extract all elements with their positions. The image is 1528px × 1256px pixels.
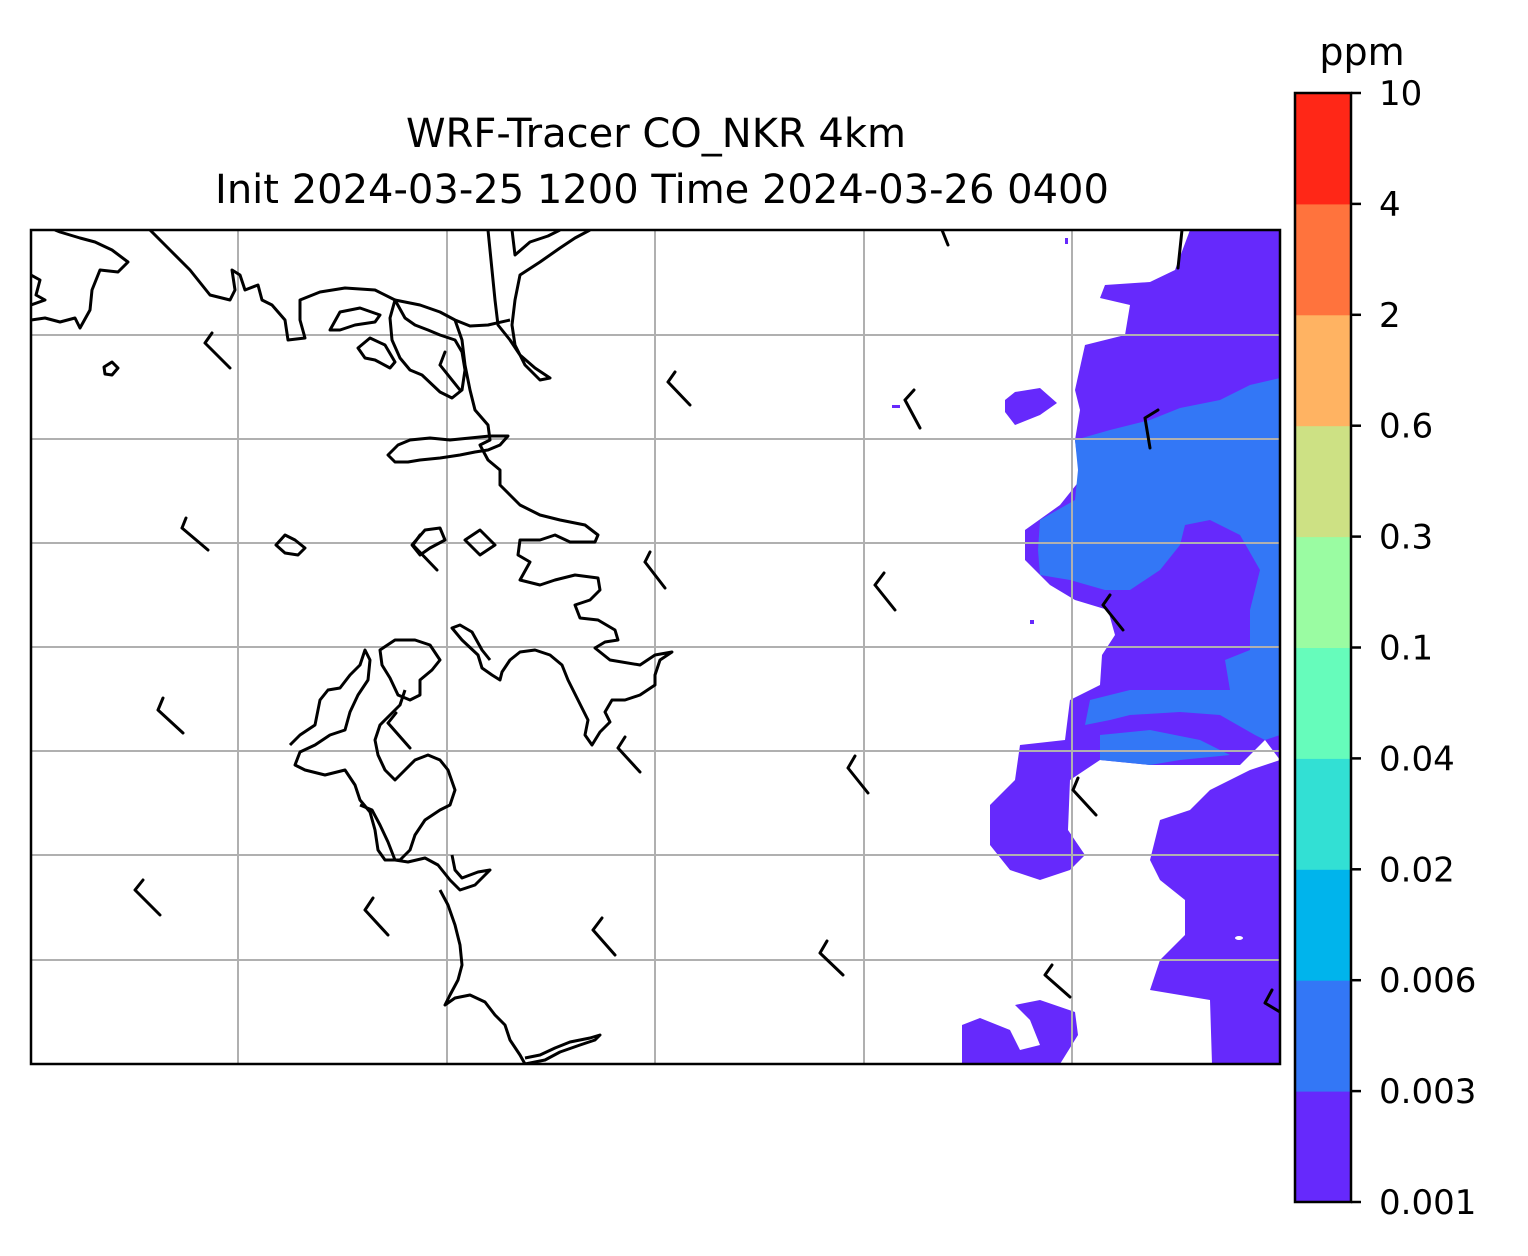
colorbar-band <box>1295 536 1351 648</box>
wind-barb <box>1143 408 1160 450</box>
coastlines <box>31 230 674 1064</box>
colorbar-band <box>1295 869 1351 981</box>
colorbar-ticks: 0.001 0.003 0.006 0.02 0.04 0.1 0.3 0.6 2 4 10 <box>1351 74 1476 1223</box>
wind-barb <box>1101 593 1125 632</box>
colorbar-bands <box>1295 93 1351 1203</box>
colorbar-tick-label: 0.001 <box>1379 1183 1476 1223</box>
wind-barb <box>203 331 232 370</box>
colorbar-band <box>1295 980 1351 1092</box>
wind-barb <box>363 896 390 937</box>
wind-barb <box>643 550 667 590</box>
colorbar-band <box>1295 425 1351 538</box>
colorbar-tick-label: 2 <box>1379 296 1401 336</box>
wind-barb <box>591 916 617 957</box>
colorbar-unit: ppm <box>1319 30 1404 74</box>
wind-barb <box>940 230 950 247</box>
tracer-speck <box>1030 620 1034 624</box>
wind-barb <box>411 533 439 572</box>
colorbar-tick-label: 0.04 <box>1379 739 1455 779</box>
colorbar-band <box>1295 203 1351 316</box>
wind-barbs <box>133 230 1280 1014</box>
tracer-band-0.003 <box>1038 378 1280 765</box>
wind-barb <box>1043 963 1072 999</box>
wind-barb <box>1176 230 1184 270</box>
colorbar-tick-label: 0.3 <box>1379 518 1433 558</box>
tracer-speck <box>892 405 900 408</box>
colorbar-band <box>1295 1091 1351 1203</box>
colorbar-band <box>1295 314 1351 427</box>
wind-barb <box>666 370 692 407</box>
colorbar-tick-label: 0.1 <box>1379 629 1433 669</box>
wind-barb <box>818 939 845 977</box>
colorbar-frame <box>1293 91 1353 1204</box>
wind-barb <box>616 735 642 774</box>
gridlines <box>31 230 1280 1064</box>
wind-barb <box>903 388 922 430</box>
colorbar-tick-label: 0.003 <box>1379 1072 1476 1112</box>
title-line-1: WRF-Tracer CO_NKR 4km <box>406 111 906 157</box>
wind-barb <box>438 350 462 392</box>
wind-barb <box>1071 776 1098 817</box>
colorbar-band <box>1295 647 1351 759</box>
colorbar-tick-label: 0.006 <box>1379 961 1476 1001</box>
colorbar-band <box>1295 93 1351 205</box>
colorbar-tick-label: 4 <box>1379 185 1401 225</box>
wind-barb <box>846 754 870 795</box>
map-panel <box>29 228 1282 1066</box>
tracer-speck <box>1065 238 1068 244</box>
tracer-gap <box>1235 936 1243 940</box>
colorbar-tick-label: 0.02 <box>1379 850 1455 890</box>
colorbar-tick-label: 0.6 <box>1379 407 1433 447</box>
wind-barb <box>386 711 412 750</box>
wind-barb <box>180 516 210 552</box>
colorbar-tick-label: 10 <box>1379 74 1422 114</box>
map-frame <box>29 228 1282 1066</box>
title-line-2: Init 2024-03-25 1200 Time 2024-03-26 040… <box>215 167 1109 213</box>
colorbar: ppm 0.001 0.003 0.006 0.02 0.04 0.1 0.3 0.6 2 4 10 <box>1293 30 1476 1223</box>
wind-barb <box>156 696 185 735</box>
wind-barb <box>873 571 897 612</box>
colorbar-band <box>1295 758 1351 870</box>
wind-barb <box>133 878 162 917</box>
wind-barb <box>1263 988 1280 1014</box>
